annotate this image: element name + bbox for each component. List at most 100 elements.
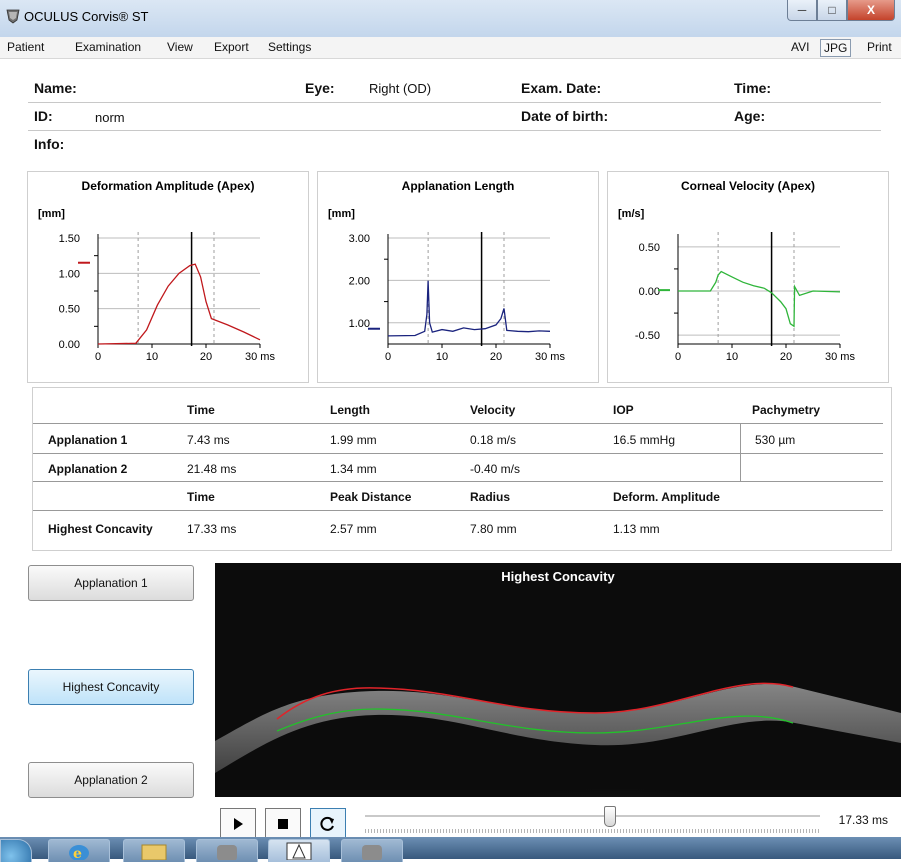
highest-concavity-button-label: Highest Concavity — [62, 680, 160, 694]
col-iop: IOP — [613, 403, 634, 417]
chart-deformation-amplitude: Deformation Amplitude (Apex) [mm] 1.50 1.00… — [27, 171, 309, 383]
hc-deform-amplitude: 1.13 mm — [613, 522, 660, 536]
posterior-edge — [276, 708, 794, 734]
y-tick-label: 0.50 — [639, 242, 660, 254]
hc-radius: 7.80 mm — [470, 522, 517, 536]
y-tick-label: 0.00 — [59, 339, 80, 351]
timeline-track[interactable] — [365, 815, 820, 817]
col-radius: Radius — [470, 490, 511, 504]
highest-concavity-button[interactable]: Highest Concavity — [28, 669, 194, 705]
chart-title: Applanation Length — [402, 179, 515, 193]
oculus-app-icon — [217, 845, 237, 861]
col-velocity: Velocity — [470, 403, 516, 417]
menu-export[interactable]: Export — [214, 40, 249, 54]
info-row-1: Name: Eye: Right (OD) Exam. Date: Time: — [28, 78, 881, 103]
taskbar-ie[interactable]: e — [48, 839, 110, 862]
y-tick-label: -0.50 — [635, 330, 660, 342]
row-applanation2-label: Applanation 2 — [48, 462, 128, 476]
close-button[interactable]: X — [847, 0, 895, 21]
loop-icon — [320, 816, 334, 831]
window-title: OCULUS Corvis® ST — [24, 9, 149, 24]
series-line — [387, 280, 551, 337]
chart-applanation-length: Applanation Length [mm] 3.00 2.00 1.00 0 10 20 3… — [317, 171, 599, 383]
chart-title: Deformation Amplitude (Apex) — [82, 179, 255, 193]
col-time: Time — [187, 403, 215, 417]
x-tick-label: 30 ms — [245, 351, 275, 363]
results-table: Time Length Velocity IOP Pachymetry Appl… — [32, 387, 892, 551]
id-label: ID: — [34, 108, 53, 124]
col-deform-amplitude: Deform. Amplitude — [613, 490, 720, 504]
hc-peak-distance: 2.57 mm — [330, 522, 377, 536]
x-tick-label: 0 — [675, 351, 681, 363]
applanation1-button[interactable]: Applanation 1 — [28, 565, 194, 601]
applanation1-time: 7.43 ms — [187, 433, 230, 447]
timeline-slider-thumb[interactable] — [604, 806, 616, 827]
x-tick-label: 0 — [95, 351, 101, 363]
taskbar-app3[interactable] — [341, 839, 403, 862]
chart-corneal-velocity: Corneal Velocity (Apex) [m/s] 0.50 0.00 -0.5… — [607, 171, 889, 383]
eye-label: Eye: — [305, 80, 335, 96]
chart-unit: [mm] — [38, 208, 65, 220]
y-tick-label: 1.50 — [59, 233, 80, 245]
stop-button[interactable] — [265, 808, 301, 840]
taskbar-explorer[interactable] — [123, 839, 185, 862]
taskbar: e — [0, 837, 901, 862]
y-tick-label: 1.00 — [349, 318, 370, 330]
jpg-button[interactable]: JPG — [820, 39, 852, 57]
series-line — [97, 263, 261, 345]
applanation2-button-label: Applanation 2 — [74, 773, 148, 787]
internet-explorer-icon: e — [69, 845, 89, 862]
y-tick-label: 0.50 — [59, 304, 80, 316]
avi-button[interactable]: AVI — [791, 40, 810, 54]
x-tick-label: 10 — [146, 351, 158, 363]
cornea-shape — [215, 684, 901, 773]
current-time: 17.33 ms — [838, 813, 888, 827]
start-button[interactable] — [0, 839, 32, 862]
corvis-app-icon — [286, 842, 312, 861]
col-peak-distance: Peak Distance — [330, 490, 412, 504]
x-tick-label: 30 ms — [535, 351, 565, 363]
hc-time: 17.33 ms — [187, 522, 237, 536]
title-bar: OCULUS Corvis® ST ─ □ X — [0, 0, 901, 37]
taskbar-app1[interactable] — [196, 839, 258, 862]
info-row-2: ID: norm Date of birth: Age: — [28, 106, 881, 131]
age-label: Age: — [734, 108, 766, 124]
dob-label: Date of birth: — [521, 108, 609, 124]
time-label: Time: — [734, 80, 772, 96]
image-title: Highest Concavity — [501, 569, 615, 584]
oculus-app-icon-2 — [362, 845, 382, 861]
print-button[interactable]: Print — [867, 40, 892, 54]
applanation1-pachymetry: 530 µm — [755, 433, 796, 447]
taskbar-corvis[interactable] — [268, 839, 330, 862]
play-button[interactable] — [220, 808, 256, 840]
app-icon — [6, 9, 20, 24]
x-tick-label: 0 — [385, 351, 391, 363]
applanation2-length: 1.34 mm — [330, 462, 377, 476]
menu-bar: Patient Examination View Export Settings… — [0, 37, 901, 59]
chart-corneal-velocity-plot: Corneal Velocity (Apex) [m/s] 0.50 0.00 -0.5… — [618, 179, 855, 363]
cornea-image — [215, 682, 901, 797]
minimize-button[interactable]: ─ — [787, 0, 817, 21]
menu-view[interactable]: View — [167, 40, 193, 54]
name-label: Name: — [34, 80, 77, 96]
menu-patient[interactable]: Patient — [7, 40, 45, 54]
row-applanation1-label: Applanation 1 — [48, 433, 128, 447]
x-tick-label: 10 — [726, 351, 738, 363]
col-pachymetry: Pachymetry — [752, 403, 821, 417]
scheimpflug-image: Highest Concavity — [215, 563, 901, 797]
menu-examination[interactable]: Examination — [75, 40, 142, 54]
x-tick-label: 10 — [436, 351, 448, 363]
y-tick-label: 2.00 — [349, 275, 370, 287]
svg-text:e: e — [73, 846, 82, 860]
chart-title: Corneal Velocity (Apex) — [681, 179, 815, 193]
maximize-button[interactable]: □ — [817, 0, 847, 21]
menu-settings[interactable]: Settings — [268, 40, 312, 54]
applanation2-button[interactable]: Applanation 2 — [28, 762, 194, 798]
applanation1-button-label: Applanation 1 — [74, 576, 148, 590]
x-tick-label: 20 — [200, 351, 212, 363]
close-icon: X — [866, 3, 875, 17]
loop-button[interactable] — [310, 808, 346, 840]
col-time-2: Time — [187, 490, 215, 504]
minimize-icon: ─ — [797, 3, 807, 17]
chart-unit: [m/s] — [618, 208, 645, 220]
